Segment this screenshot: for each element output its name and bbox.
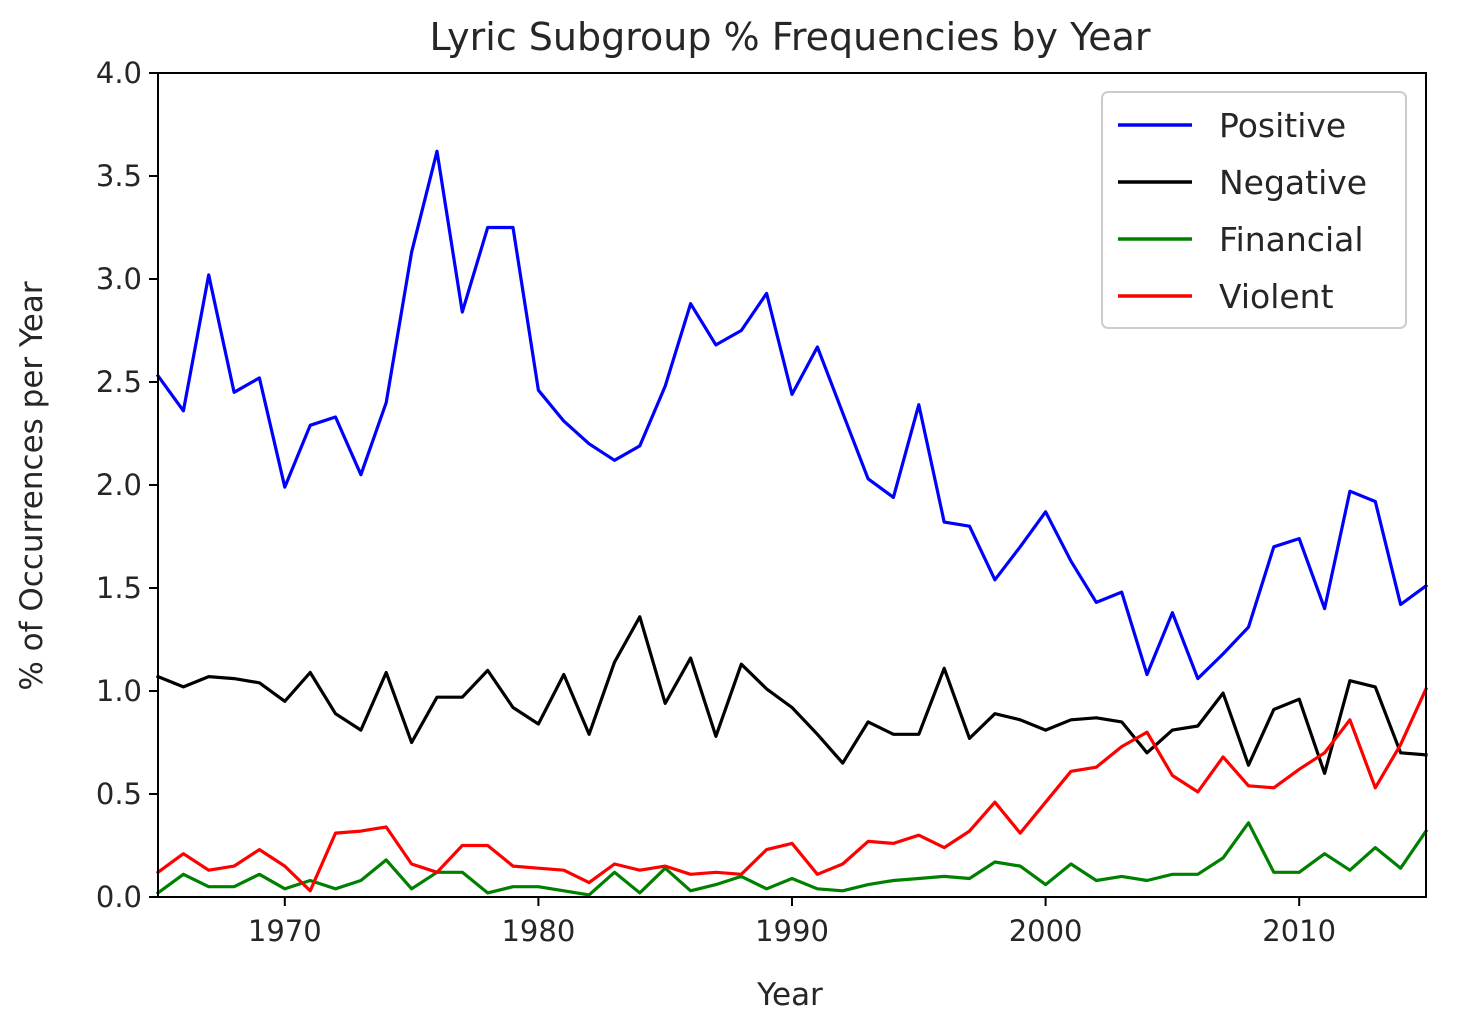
y-axis-label: % of Occurrences per Year <box>14 281 50 691</box>
y-tick-label: 3.0 <box>96 262 142 296</box>
legend-label-violent: Violent <box>1219 277 1334 316</box>
y-tick-label: 2.0 <box>96 468 142 502</box>
y-tick-label: 1.5 <box>96 571 142 605</box>
x-tick-label: 2010 <box>1262 914 1336 948</box>
series-line-positive <box>155 149 1429 681</box>
y-tick-label: 0.5 <box>96 777 142 811</box>
legend-box <box>1101 91 1407 329</box>
x-axis: 1970 1980 1990 2000 2010 <box>248 897 1336 948</box>
x-tick-label: 1990 <box>755 914 829 948</box>
x-tick-label: 2000 <box>1009 914 1083 948</box>
series-line-financial <box>155 821 1429 897</box>
y-tick-label: 0.0 <box>96 880 142 914</box>
series-line-violent <box>155 686 1429 893</box>
y-tick-label: 3.5 <box>96 159 142 193</box>
y-tick-label: 4.0 <box>96 56 142 90</box>
y-tick-label: 2.5 <box>96 365 142 399</box>
legend: Positive Negative Financial Violent <box>1101 91 1407 329</box>
y-tick-label: 1.0 <box>96 674 142 708</box>
legend-label-negative: Negative <box>1219 163 1367 202</box>
series-lines <box>155 149 1429 897</box>
x-tick-label: 1970 <box>248 914 322 948</box>
y-axis: 0.0 0.5 1.0 1.5 2.0 2.5 3.0 3.5 4.0 <box>96 56 158 914</box>
series-line-negative <box>155 615 1428 776</box>
plot-frame <box>157 72 1427 898</box>
x-axis-label: Year <box>756 977 823 1013</box>
chart-title: Lyric Subgroup % Frequencies by Year <box>429 15 1150 59</box>
legend-label-positive: Positive <box>1219 106 1346 145</box>
x-tick-label: 1980 <box>501 914 575 948</box>
legend-label-financial: Financial <box>1219 220 1364 259</box>
